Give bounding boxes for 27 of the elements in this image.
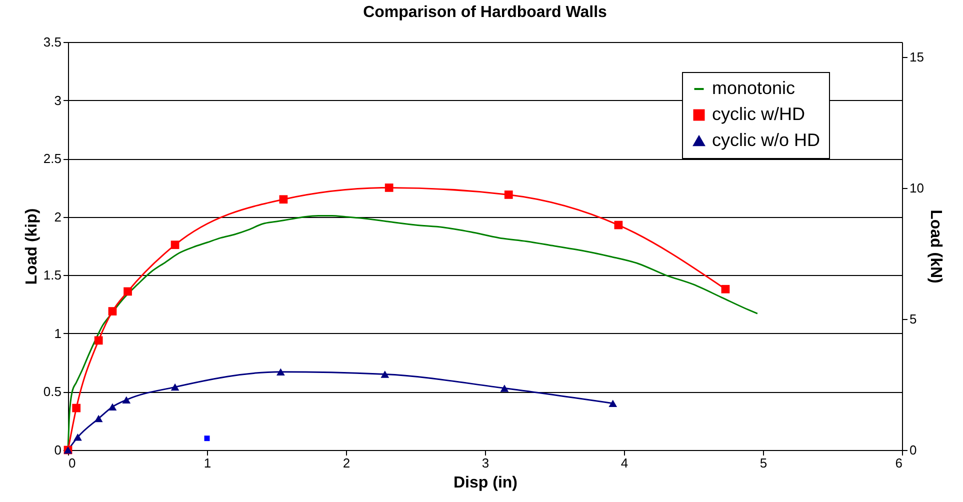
x-tick-label: 4 (620, 456, 628, 470)
x-axis-title: Disp (in) (454, 474, 518, 492)
y2-tick-label: 15 (910, 49, 924, 64)
y-tick-label: 2.5 (43, 151, 62, 166)
chart-title: Comparison of Hardboard Walls (363, 4, 608, 21)
x-tick-label: 5 (760, 456, 768, 470)
legend-label: cyclic w/o HD (712, 130, 820, 150)
y-tick-label: 1 (54, 326, 62, 341)
y2-axis-title: Load (kN) (926, 210, 944, 284)
legend-label: monotonic (712, 78, 796, 98)
legend-label: cyclic w/HD (712, 104, 805, 124)
x-tick-label: 3 (482, 456, 490, 470)
y2-tick-label: 5 (910, 311, 917, 326)
x-tick-label: 6 (895, 456, 902, 470)
y-tick-label: 0.5 (43, 384, 62, 400)
y-axis-title: Load (kip) (23, 208, 40, 285)
point (204, 436, 210, 442)
y-tick-label: 3 (54, 92, 62, 108)
y-tick-label: 2 (54, 209, 62, 224)
x-tick-label: 1 (204, 456, 212, 470)
y-tick-label: 1.5 (43, 268, 62, 283)
y-tick-label: 3.5 (43, 34, 62, 50)
y2-tick-label: 10 (910, 180, 924, 196)
x-tick-label: 0 (68, 456, 76, 470)
y-tick-label: 0 (54, 442, 62, 458)
y2-tick-label: 0 (910, 442, 917, 458)
x-tick-label: 2 (342, 456, 350, 470)
